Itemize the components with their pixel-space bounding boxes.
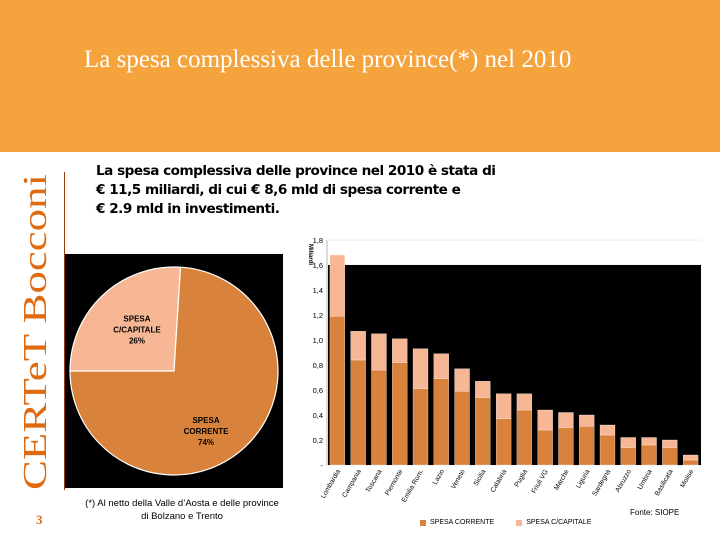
bar-legend: SPESA CORRENTE SPESA C/CAPITALE — [420, 519, 591, 526]
intro-text: La spesa complessiva delle province nel … — [96, 162, 566, 219]
x-tick-label: Toscana — [365, 468, 384, 494]
bar-segment — [641, 437, 657, 446]
bar-segment — [433, 378, 449, 466]
y-tick-label: 1,6 — [313, 261, 323, 270]
pie-percent-label: 26% — [129, 337, 145, 346]
intro-line: € 2.9 mld in investimenti. — [96, 201, 280, 218]
pie-slice-label: CORRENTE — [184, 427, 230, 436]
x-tick-label: Molise — [679, 468, 695, 489]
y-tick-label: 1,2 — [313, 311, 323, 320]
slide-title: La spesa complessiva delle province(*) n… — [84, 46, 572, 73]
bar-segment — [475, 381, 491, 398]
bar-segment — [537, 409, 553, 431]
bar-chart-panel: - 0,2 0,4 0,6 0,8 1,0 1,2 1,4 1,6 1,8 Miliardi Lomb… — [305, 230, 710, 530]
bar-segment — [454, 368, 470, 392]
bar-segment — [599, 434, 616, 466]
legend-swatch-capitale — [516, 519, 523, 526]
footnote-line: di Bolzano e Trento — [141, 510, 223, 522]
legend-item-capitale: SPESA C/CAPITALE — [516, 519, 591, 526]
x-tick-label: Marche — [553, 468, 571, 491]
pie-chart-panel: SPESA C/CAPITALE 26% SPESA CORRENTE 74% — [65, 254, 283, 488]
brand-divider — [64, 172, 65, 490]
x-tick-label: Sicilia — [473, 468, 488, 487]
bar-segment — [579, 414, 595, 427]
pie-slice-label: SPESA — [123, 315, 150, 324]
pie-slice — [69, 266, 182, 372]
bar-segment — [537, 429, 553, 466]
bar-segment — [433, 353, 449, 379]
bar-segment — [412, 388, 429, 466]
y-tick-label: 1,8 — [313, 236, 323, 245]
y-tick-label: 1,4 — [313, 286, 323, 295]
bar-segment — [599, 424, 616, 436]
legend-label: SPESA CORRENTE — [430, 519, 495, 526]
x-tick-label: Piemonte — [384, 468, 405, 497]
pie-percent-label: 74% — [198, 438, 214, 447]
x-tick-label: Friuli VG — [531, 469, 550, 495]
bar-segment — [495, 418, 512, 466]
bar-segment — [475, 397, 491, 466]
bar-segment — [682, 454, 699, 461]
bar-segment — [641, 444, 657, 466]
x-tick-label: Campania — [341, 468, 363, 499]
bar-segment — [662, 447, 678, 466]
bar-segment — [392, 362, 408, 466]
y-tick-label: 0,4 — [313, 411, 323, 420]
y-tick-label: 0,8 — [313, 361, 323, 370]
pie-slice-label: C/CAPITALE — [113, 326, 161, 335]
bar-segment — [350, 331, 366, 361]
bar-segment — [371, 369, 387, 466]
y-axis-label: Miliardi — [307, 244, 313, 265]
title-banner: La spesa complessiva delle province(*) n… — [0, 0, 720, 152]
bar-segment — [329, 254, 346, 317]
x-tick-label: Calabria — [490, 468, 509, 494]
bar-segment — [454, 391, 470, 466]
brand-logo: CERTeT Bocconi — [17, 174, 54, 490]
page-number: 3 — [36, 512, 43, 527]
x-tick-label: Umbria — [637, 468, 654, 491]
plot-area — [328, 265, 701, 465]
pie-slice-label: SPESA — [192, 416, 219, 425]
footnote-line: (*) Al netto della Valle d’Aosta e delle… — [85, 498, 279, 509]
bar-segment — [558, 427, 574, 466]
bar-segment — [371, 333, 387, 371]
bar-segment — [392, 338, 408, 363]
y-tick-label: 1,0 — [313, 336, 323, 345]
intro-line: € 11,5 miliardi, di cui € 8,6 mld di spe… — [96, 182, 461, 199]
bar-segment — [495, 393, 512, 419]
y-tick-label: - — [321, 461, 324, 470]
y-tick-label: 0,2 — [313, 436, 323, 445]
x-tick-label: Abruzzo — [614, 468, 633, 493]
bar-segment — [620, 437, 636, 448]
source-note: Fonte: SIOPE — [630, 508, 680, 517]
brand-wordmark: CERTeT Bocconi — [17, 174, 54, 490]
bar-segment — [662, 439, 678, 448]
footnote: (*) Al netto della Valle d’Aosta e delle… — [62, 498, 302, 524]
x-tick-label: Emilia Rom. — [401, 468, 425, 503]
x-tick-label: Liguria — [575, 468, 591, 489]
x-tick-label: Veneto — [450, 468, 467, 490]
y-tick-label: 0,6 — [313, 386, 323, 395]
pie-chart: SPESA C/CAPITALE 26% SPESA CORRENTE 74% — [69, 266, 279, 476]
x-tick-label: Puglia — [514, 468, 530, 488]
bar-segment — [516, 409, 533, 466]
bar-segment — [516, 393, 533, 411]
x-tick-label: Lazio — [432, 468, 446, 486]
bar-segment — [412, 348, 429, 389]
legend-swatch-corrente — [420, 519, 426, 526]
bar-segment — [558, 412, 574, 428]
bar-segment — [682, 459, 699, 466]
pie-slice — [69, 266, 279, 476]
x-tick-label: Lombardia — [320, 468, 342, 500]
legend-label: SPESA C/CAPITALE — [526, 519, 592, 526]
x-tick-label: Sardegna — [591, 468, 612, 497]
legend-item-corrente: SPESA CORRENTE — [420, 519, 494, 526]
bar-segment — [579, 426, 595, 466]
bar-segment — [620, 447, 636, 466]
bar-segment — [329, 316, 346, 466]
bar-segment — [350, 359, 366, 466]
intro-line: La spesa complessiva delle province nel … — [96, 163, 496, 179]
x-tick-label: Basilicata — [654, 468, 675, 497]
